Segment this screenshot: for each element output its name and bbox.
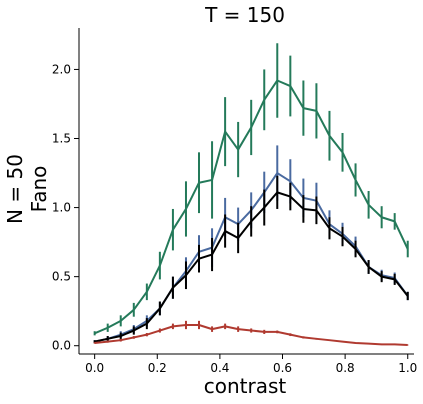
x-tick-label: 0.6 <box>273 361 292 375</box>
series-layer <box>93 43 409 347</box>
y-tick-label: 0.0 <box>52 339 71 353</box>
series-3 <box>93 320 409 347</box>
y-axis-label-line-2: Fano <box>27 166 51 213</box>
series-1 <box>93 145 409 343</box>
y-axis-label-line-1: N = 50 <box>3 154 27 224</box>
y-tick-label: 0.5 <box>52 270 71 284</box>
y-axis-label: N = 50 Fano <box>3 154 51 224</box>
axis-ticks: 0.0 0.2 0.4 0.6 0.8 1.0 0.0 0.5 1.0 1.5 2.0 <box>52 62 417 375</box>
x-tick-label: 0.8 <box>336 361 355 375</box>
y-tick-label: 2.0 <box>52 62 71 76</box>
y-tick-label: 1.0 <box>52 201 71 215</box>
series-0 <box>93 43 409 336</box>
x-tick-label: 1.0 <box>398 361 417 375</box>
x-axis-label: contrast <box>204 374 287 398</box>
chart-title: T = 150 <box>204 3 285 27</box>
series-line <box>94 323 408 347</box>
y-tick-label: 1.5 <box>52 132 71 146</box>
x-tick-label: 0.0 <box>85 361 104 375</box>
series-2 <box>93 175 409 343</box>
x-tick-label: 0.2 <box>148 361 167 375</box>
x-tick-label: 0.4 <box>210 361 229 375</box>
